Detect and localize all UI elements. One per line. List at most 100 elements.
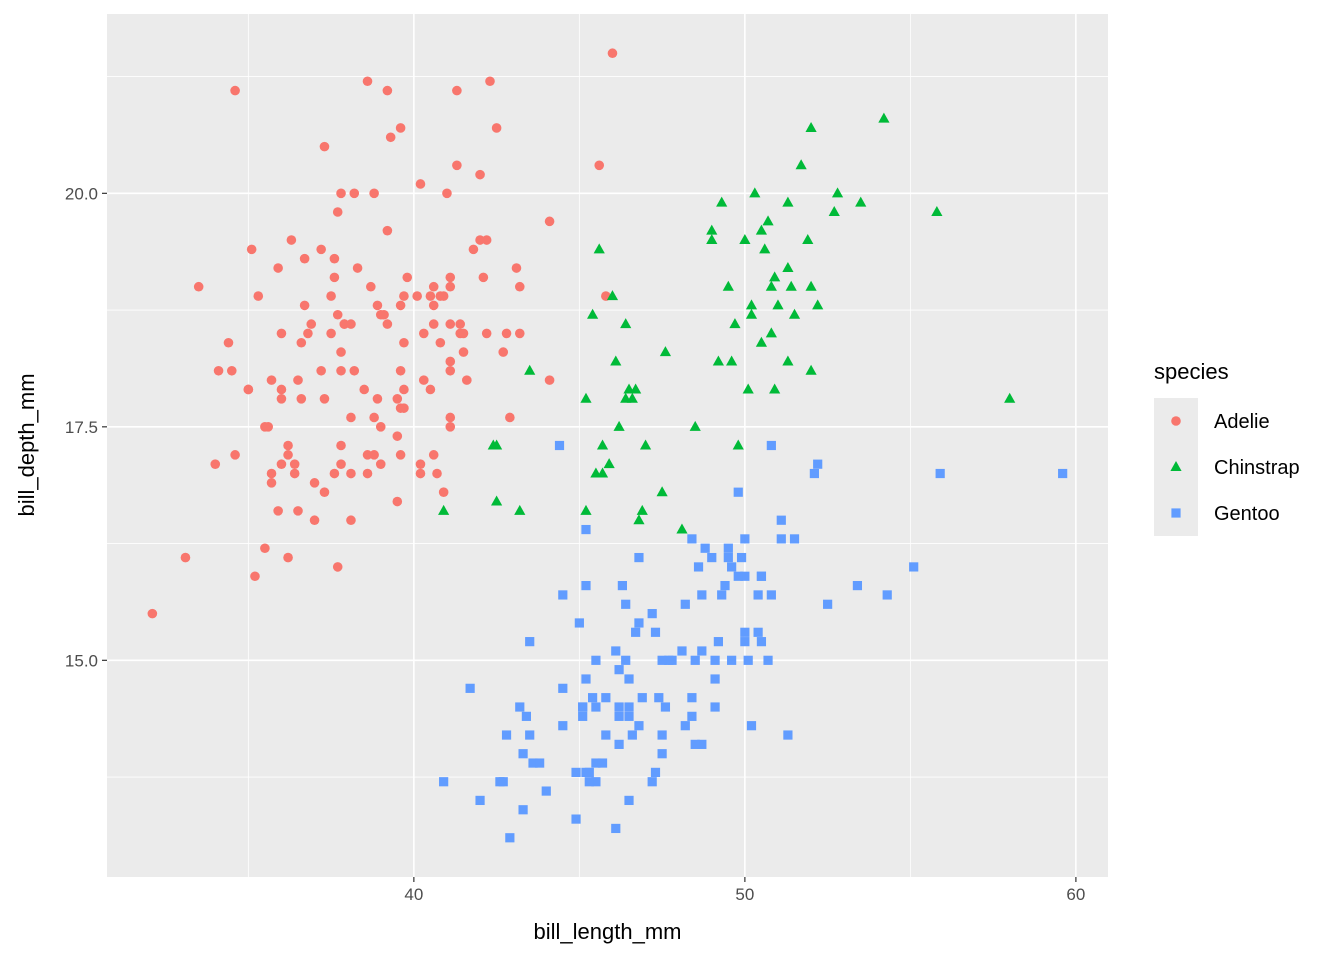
point-adelie [253, 291, 264, 301]
point-chinstrap [596, 467, 609, 478]
point-gentoo [624, 711, 634, 721]
point-gentoo [697, 646, 707, 656]
point-gentoo [578, 711, 588, 721]
point-adelie [289, 459, 300, 469]
point-gentoo [601, 693, 611, 703]
point-adelie [326, 291, 336, 301]
point-adelie [418, 328, 429, 339]
point-adelie [319, 394, 330, 404]
point-gentoo [501, 730, 512, 740]
point-gentoo [687, 711, 697, 721]
point-adelie [544, 375, 555, 385]
point-adelie [369, 188, 379, 199]
point-adelie [511, 263, 522, 273]
point-chinstrap [689, 420, 701, 431]
point-adelie [418, 375, 429, 385]
point-chinstrap [729, 318, 741, 329]
point-gentoo [740, 534, 750, 544]
point-gentoo [680, 721, 690, 731]
point-adelie [349, 188, 360, 199]
point-adelie [445, 365, 456, 376]
point-adelie [415, 459, 426, 469]
point-chinstrap [603, 458, 615, 469]
point-chinstrap [878, 112, 890, 123]
point-adelie [475, 235, 485, 245]
point-adelie [399, 384, 409, 395]
point-adelie [296, 337, 307, 348]
point-adelie [428, 319, 439, 329]
point-adelie [180, 552, 191, 563]
point-adelie [339, 319, 350, 329]
point-chinstrap [491, 439, 503, 450]
point-adelie [319, 141, 330, 152]
point-chinstrap [765, 280, 777, 291]
point-adelie [501, 328, 512, 339]
point-chinstrap [795, 159, 807, 170]
point-gentoo [591, 702, 601, 712]
point-chinstrap [606, 290, 619, 301]
point-chinstrap [491, 495, 503, 506]
point-gentoo [740, 637, 750, 647]
point-gentoo [823, 599, 833, 609]
point-gentoo [763, 655, 773, 665]
point-gentoo [634, 552, 644, 563]
point-adelie [468, 244, 479, 255]
point-adelie [445, 412, 456, 423]
point-chinstrap [722, 280, 734, 291]
point-adelie [332, 207, 343, 217]
point-adelie [210, 459, 221, 469]
point-adelie [346, 412, 356, 423]
point-adelie [435, 291, 446, 301]
point-chinstrap [782, 262, 794, 273]
point-chinstrap [593, 243, 605, 254]
point-adelie [336, 440, 346, 451]
point-gentoo [647, 609, 657, 619]
point-adelie [369, 450, 379, 460]
x-tick-label: 50 [735, 885, 754, 904]
point-gentoo [624, 674, 634, 684]
point-adelie [332, 562, 343, 572]
point-gentoo [697, 590, 707, 600]
point-gentoo [882, 590, 892, 600]
point-gentoo [677, 646, 687, 656]
point-adelie [432, 468, 442, 479]
point-gentoo [740, 571, 750, 581]
point-gentoo [647, 777, 657, 787]
point-adelie [283, 552, 293, 563]
legend-label: Gentoo [1214, 503, 1280, 525]
point-adelie [412, 291, 422, 301]
point-gentoo [935, 468, 945, 479]
point-gentoo [614, 665, 624, 675]
point-chinstrap [639, 439, 652, 450]
point-chinstrap [706, 224, 718, 235]
point-gentoo [581, 767, 591, 777]
point-adelie [329, 468, 340, 479]
point-gentoo [571, 814, 581, 824]
point-chinstrap [524, 364, 536, 375]
point-gentoo [690, 655, 700, 665]
legend-key-gentoo [1171, 508, 1181, 518]
point-adelie [362, 468, 373, 479]
point-gentoo [736, 552, 747, 563]
point-adelie [346, 515, 356, 526]
point-adelie [359, 384, 370, 395]
point-gentoo [637, 693, 647, 703]
point-adelie [372, 300, 383, 311]
point-gentoo [554, 440, 565, 451]
point-gentoo [614, 711, 624, 721]
point-adelie [273, 263, 283, 273]
point-adelie [276, 394, 287, 404]
point-gentoo [753, 590, 763, 600]
y-axis-title: bill_depth_mm [14, 373, 39, 516]
point-gentoo [756, 637, 767, 647]
point-chinstrap [716, 196, 728, 207]
point-adelie [485, 76, 495, 87]
point-gentoo [535, 758, 545, 768]
point-chinstrap [762, 215, 774, 226]
point-chinstrap [739, 234, 751, 245]
point-gentoo [498, 777, 508, 787]
point-chinstrap [633, 514, 645, 525]
point-adelie [296, 394, 307, 404]
point-gentoo [664, 655, 674, 665]
